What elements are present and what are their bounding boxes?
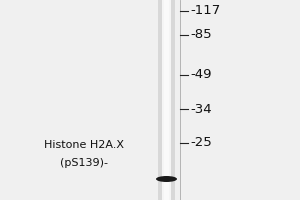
Text: -49: -49: [190, 68, 212, 82]
Bar: [162, 0, 171, 200]
Text: -117: -117: [190, 4, 221, 18]
Text: -85: -85: [190, 28, 212, 42]
Text: -34: -34: [190, 103, 212, 116]
Bar: [164, 0, 169, 200]
Ellipse shape: [156, 176, 177, 182]
Text: Histone H2A.X: Histone H2A.X: [44, 140, 124, 150]
Text: -25: -25: [190, 136, 212, 150]
Text: (pS139)-: (pS139)-: [60, 158, 108, 168]
Bar: [158, 0, 175, 200]
